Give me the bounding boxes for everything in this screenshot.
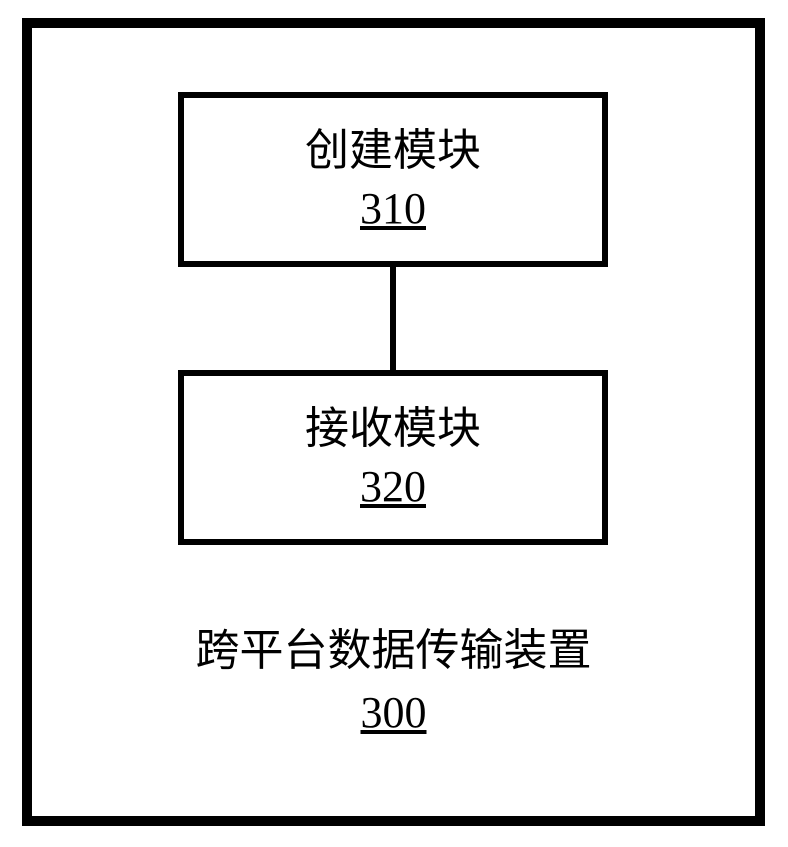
connector-line: [390, 267, 396, 370]
device-caption-number: 300: [22, 682, 765, 744]
device-caption-label: 跨平台数据传输装置: [22, 620, 765, 682]
receive-module-number: 320: [360, 458, 426, 515]
create-module-box: 创建模块 310: [178, 92, 608, 267]
receive-module-box: 接收模块 320: [178, 370, 608, 545]
device-caption: 跨平台数据传输装置 300: [22, 620, 765, 743]
create-module-label: 创建模块: [305, 122, 481, 179]
create-module-number: 310: [360, 180, 426, 237]
receive-module-label: 接收模块: [305, 400, 481, 457]
